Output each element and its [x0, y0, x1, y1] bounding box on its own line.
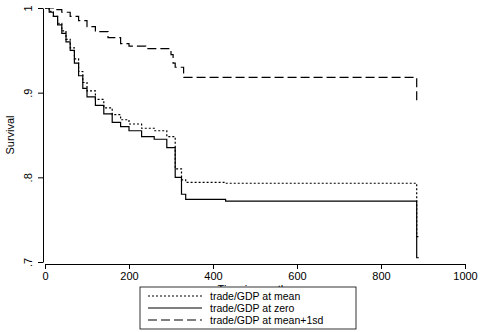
- legend-swatch: [148, 319, 202, 320]
- survival-line: [45, 8, 419, 237]
- y-axis-title: Survival: [4, 115, 16, 154]
- legend-swatch: [148, 295, 202, 296]
- x-tick-mark: [381, 264, 382, 269]
- x-tick: 0: [42, 264, 48, 282]
- legend-box: [140, 287, 356, 329]
- y-axis: .7 .8 .9 1: [22, 5, 44, 267]
- series-group: [45, 8, 419, 258]
- x-tick-label: 0: [42, 270, 48, 282]
- x-axis-line: [46, 264, 466, 265]
- y-tick: .7: [22, 258, 43, 267]
- x-tick: 800: [372, 264, 390, 282]
- survival-line: [45, 8, 419, 258]
- y-tick: .8: [22, 173, 43, 182]
- legend-label: trade/GDP at mean+1sd: [210, 314, 323, 326]
- y-tick: .9: [22, 89, 43, 98]
- y-tick-label: .9: [22, 89, 34, 98]
- y-tick: 1: [22, 5, 43, 11]
- x-tick-label: 600: [288, 270, 306, 282]
- legend-label: trade/GDP at mean: [210, 290, 300, 302]
- x-tick-label: 200: [120, 270, 138, 282]
- y-tick-label: .7: [22, 258, 34, 267]
- y-tick-mark: [38, 177, 43, 178]
- y-tick-mark: [38, 8, 43, 9]
- x-axis: 0 200 400 600 800 1000: [42, 264, 477, 282]
- legend-swatch: [148, 307, 202, 308]
- x-tick-label: 1000: [453, 270, 477, 282]
- x-tick-label: 400: [204, 270, 222, 282]
- x-tick-mark: [213, 264, 214, 269]
- y-tick-mark: [38, 262, 43, 263]
- x-tick: 600: [288, 264, 306, 282]
- y-tick-label: 1: [22, 5, 34, 11]
- x-tick-mark: [465, 264, 466, 269]
- x-tick-label: 800: [372, 270, 390, 282]
- chart: 02004006008001000.7.8.91Time in monthsSu…: [0, 0, 500, 332]
- x-tick-mark: [297, 264, 298, 269]
- legend-label: trade/GDP at zero: [210, 302, 295, 314]
- y-axis-line: [43, 9, 44, 263]
- y-tick-mark: [38, 93, 43, 94]
- y-tick-label: .8: [22, 173, 34, 182]
- plot: 0 200 400 600 800 1000 .7 .8 .9 1: [22, 5, 478, 281]
- x-tick-mark: [129, 264, 130, 269]
- x-tick-mark: [45, 264, 46, 269]
- survival-line: [45, 8, 419, 101]
- legend: trade/GDP at meantrade/GDP at zerotrade/…: [140, 287, 356, 329]
- x-tick: 400: [204, 264, 222, 282]
- x-tick: 200: [120, 264, 138, 282]
- x-tick: 1000: [453, 264, 477, 282]
